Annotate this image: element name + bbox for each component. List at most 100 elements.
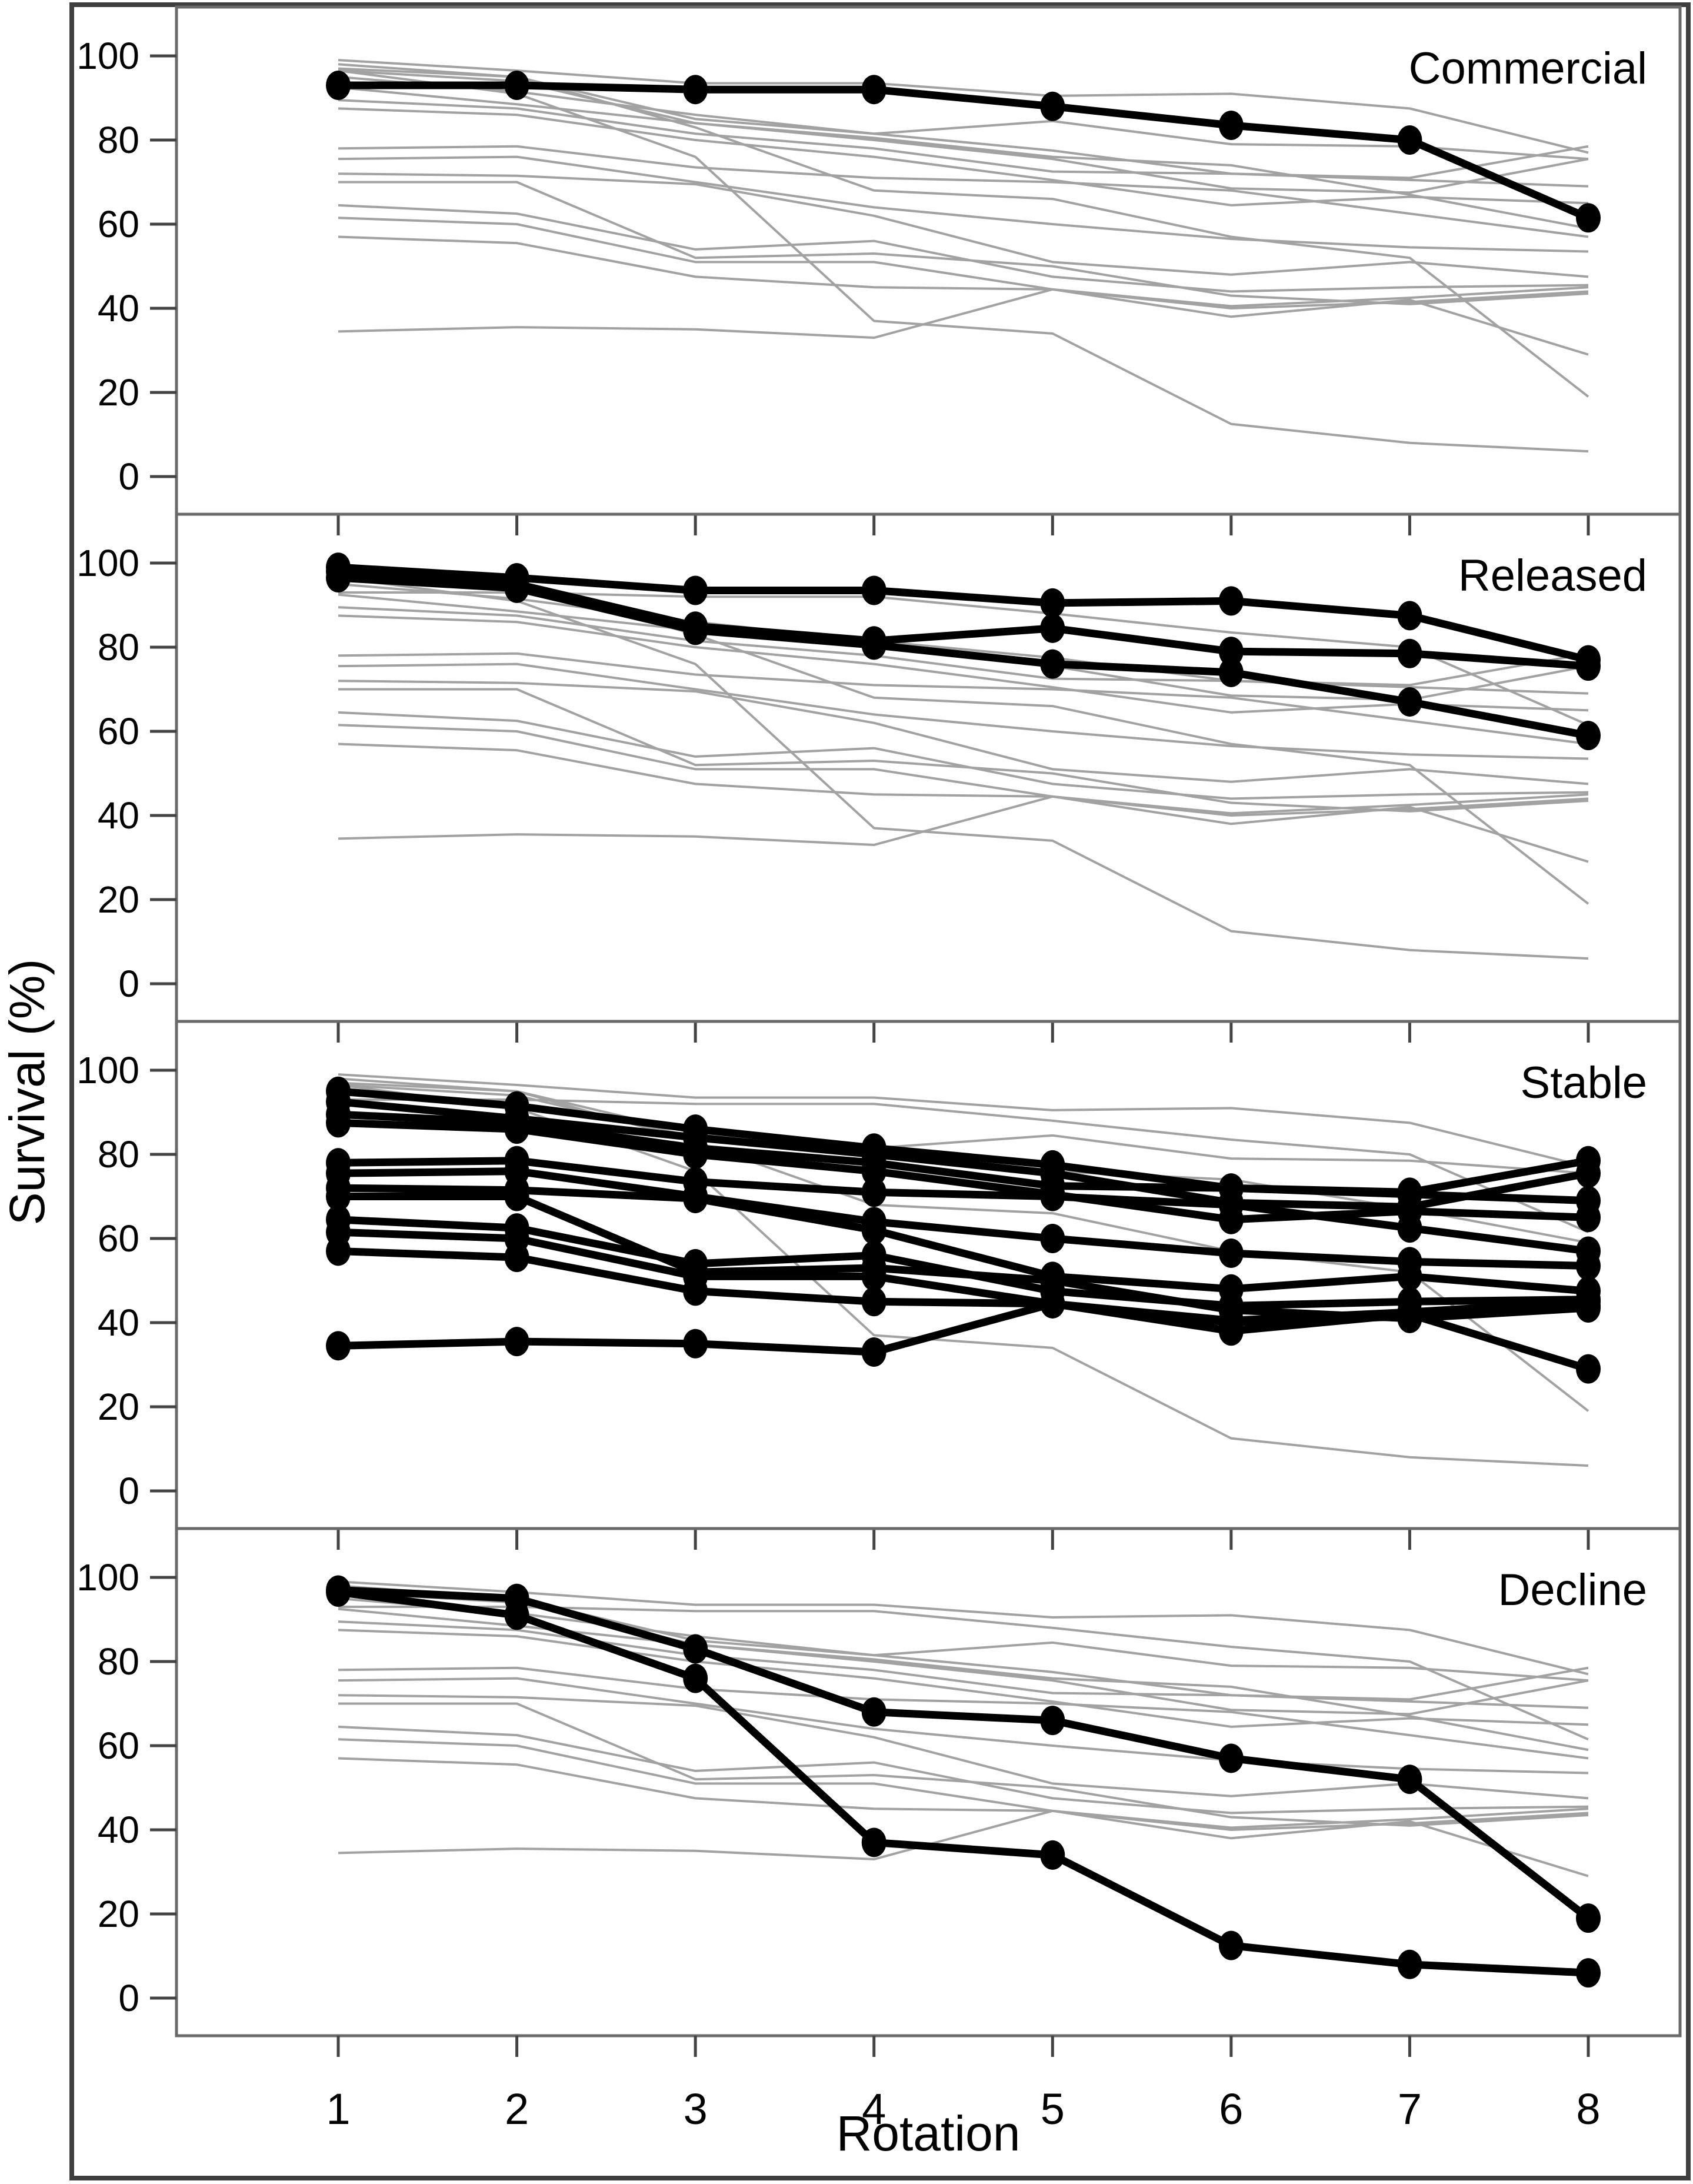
highlight-series-line-S9	[338, 1216, 1589, 1310]
highlight-series-line-S7	[338, 1184, 1589, 1295]
background-series-line-R1	[338, 1073, 1589, 1168]
data-point-D2-r4	[861, 1827, 887, 1857]
background-series-line-S9	[338, 1725, 1589, 1815]
highlight-series-line-S12	[338, 1297, 1589, 1356]
data-point-R3-r5	[1040, 649, 1065, 679]
data-point-R2-r6	[1218, 637, 1244, 667]
figure-outer-border	[69, 2, 1691, 2180]
data-point-S12-r5	[1040, 1289, 1065, 1319]
highlight-series-line-S5	[338, 1157, 1589, 1255]
data-point-S4-r8	[1575, 1203, 1601, 1233]
y-tick-label-commercial-60: 60	[98, 203, 139, 245]
data-point-D2-r7	[1397, 1949, 1422, 1979]
highlight-series-line-R1	[338, 563, 1589, 664]
background-series-line-S5	[338, 652, 1589, 745]
background-series-line-S3	[338, 606, 1589, 695]
data-point-R1-r6	[1218, 586, 1244, 616]
data-point-S12-r4	[861, 1337, 887, 1367]
data-point-S10-r4	[861, 1261, 887, 1291]
y-tick-label-released-20: 20	[98, 878, 139, 921]
data-point-S4-r1	[326, 1108, 351, 1138]
data-point-S5-r7	[1397, 1213, 1422, 1243]
y-tick-label-decline-20: 20	[98, 1893, 139, 1935]
data-point-R3-r2	[504, 573, 529, 603]
background-series-line-S12	[338, 286, 1589, 339]
highlight-series-line-S4	[338, 1118, 1589, 1224]
data-point-S6-r6	[1218, 1239, 1244, 1269]
data-point-R3-r3	[683, 615, 708, 645]
y-tick-label-stable-20: 20	[98, 1386, 139, 1428]
background-series-line-S12	[338, 1807, 1589, 1861]
background-series-line-S7	[338, 172, 1589, 278]
y-axis-title: Survival (%)	[0, 959, 55, 1226]
data-point-S12-r1	[326, 1331, 351, 1361]
background-series-line-S4	[338, 614, 1589, 714]
x-axis-title: Rotation	[836, 2106, 1021, 2161]
x-tick-label-8: 8	[1576, 2085, 1600, 2133]
data-point-S4-r2	[504, 1114, 529, 1144]
highlight-series-line-S6	[338, 1167, 1589, 1270]
y-tick-label-commercial-20: 20	[98, 371, 139, 414]
data-point-C1-r1	[326, 71, 351, 101]
y-tick-label-decline-40: 40	[98, 1809, 139, 1851]
data-point-D2-r3	[683, 1663, 708, 1693]
data-point-C1-r4	[861, 75, 887, 105]
data-point-R1-r5	[1040, 588, 1065, 618]
data-point-D1-r7	[1397, 1764, 1422, 1795]
panel-label-decline: Decline	[1498, 1565, 1647, 1615]
data-point-C1-r7	[1397, 125, 1422, 155]
data-point-S4-r3	[683, 1140, 708, 1169]
background-series-line-R2	[338, 1077, 1589, 1175]
background-series-line-S1	[338, 1597, 1589, 1701]
y-tick-label-stable-60: 60	[98, 1217, 139, 1260]
background-series-line-S7	[338, 680, 1589, 785]
data-point-D1-r5	[1040, 1706, 1065, 1736]
highlight-series-line-D2	[338, 1588, 1589, 1977]
background-series-line-S9	[338, 204, 1589, 293]
data-point-S5-r4	[861, 1177, 887, 1207]
data-point-D2-r1	[326, 1577, 351, 1607]
data-point-R3-r7	[1397, 687, 1422, 717]
y-tick-label-commercial-0: 0	[118, 455, 139, 498]
data-point-R2-r7	[1397, 638, 1422, 668]
panel-label-commercial: Commercial	[1409, 44, 1647, 94]
data-point-S7-r3	[683, 1184, 708, 1214]
y-tick-label-commercial-80: 80	[98, 119, 139, 161]
data-point-S8-r1	[326, 1181, 351, 1211]
data-point-S12-r2	[504, 1327, 529, 1357]
data-point-C1-r6	[1218, 110, 1244, 140]
background-series-line-R1	[338, 1580, 1589, 1676]
y-tick-label-stable-0: 0	[118, 1470, 139, 1512]
data-point-R3-r4	[861, 630, 887, 660]
x-tick-label-4: 4	[862, 2085, 886, 2133]
data-point-S7-r7	[1397, 1261, 1422, 1291]
panel-frame-decline	[175, 1527, 1682, 2037]
y-tick-label-decline-0: 0	[118, 1977, 139, 2019]
background-series-line-S11	[338, 743, 1589, 863]
background-series-line-S3	[338, 1620, 1589, 1709]
background-series-line-S9	[338, 711, 1589, 800]
y-tick-label-released-0: 0	[118, 963, 139, 1005]
data-point-S12-r8	[1575, 1287, 1601, 1317]
background-series-line-S1	[338, 75, 1589, 179]
highlight-series-line-D1	[338, 1586, 1591, 1922]
data-point-C1-r8	[1575, 203, 1601, 233]
data-point-D2-r6	[1218, 1930, 1244, 1960]
data-point-D2-r5	[1040, 1840, 1065, 1870]
data-point-S12-r7	[1397, 1297, 1422, 1327]
data-point-D1-r6	[1218, 1743, 1244, 1773]
data-point-S12-r6	[1218, 1306, 1244, 1336]
highlight-series-line-S2	[338, 1098, 1589, 1211]
data-point-C1-r5	[1040, 91, 1065, 121]
data-point-S11-r4	[861, 1287, 887, 1317]
highlight-series-line-C1	[338, 81, 1590, 222]
background-series-line-S1	[338, 582, 1589, 687]
data-point-R1-r7	[1397, 601, 1422, 631]
data-point-R3-r6	[1218, 657, 1244, 687]
x-tick-label-1: 1	[326, 2085, 350, 2133]
background-series-line-S4	[338, 107, 1589, 207]
data-point-R1-r4	[861, 575, 887, 605]
panel-label-stable: Stable	[1521, 1058, 1648, 1108]
